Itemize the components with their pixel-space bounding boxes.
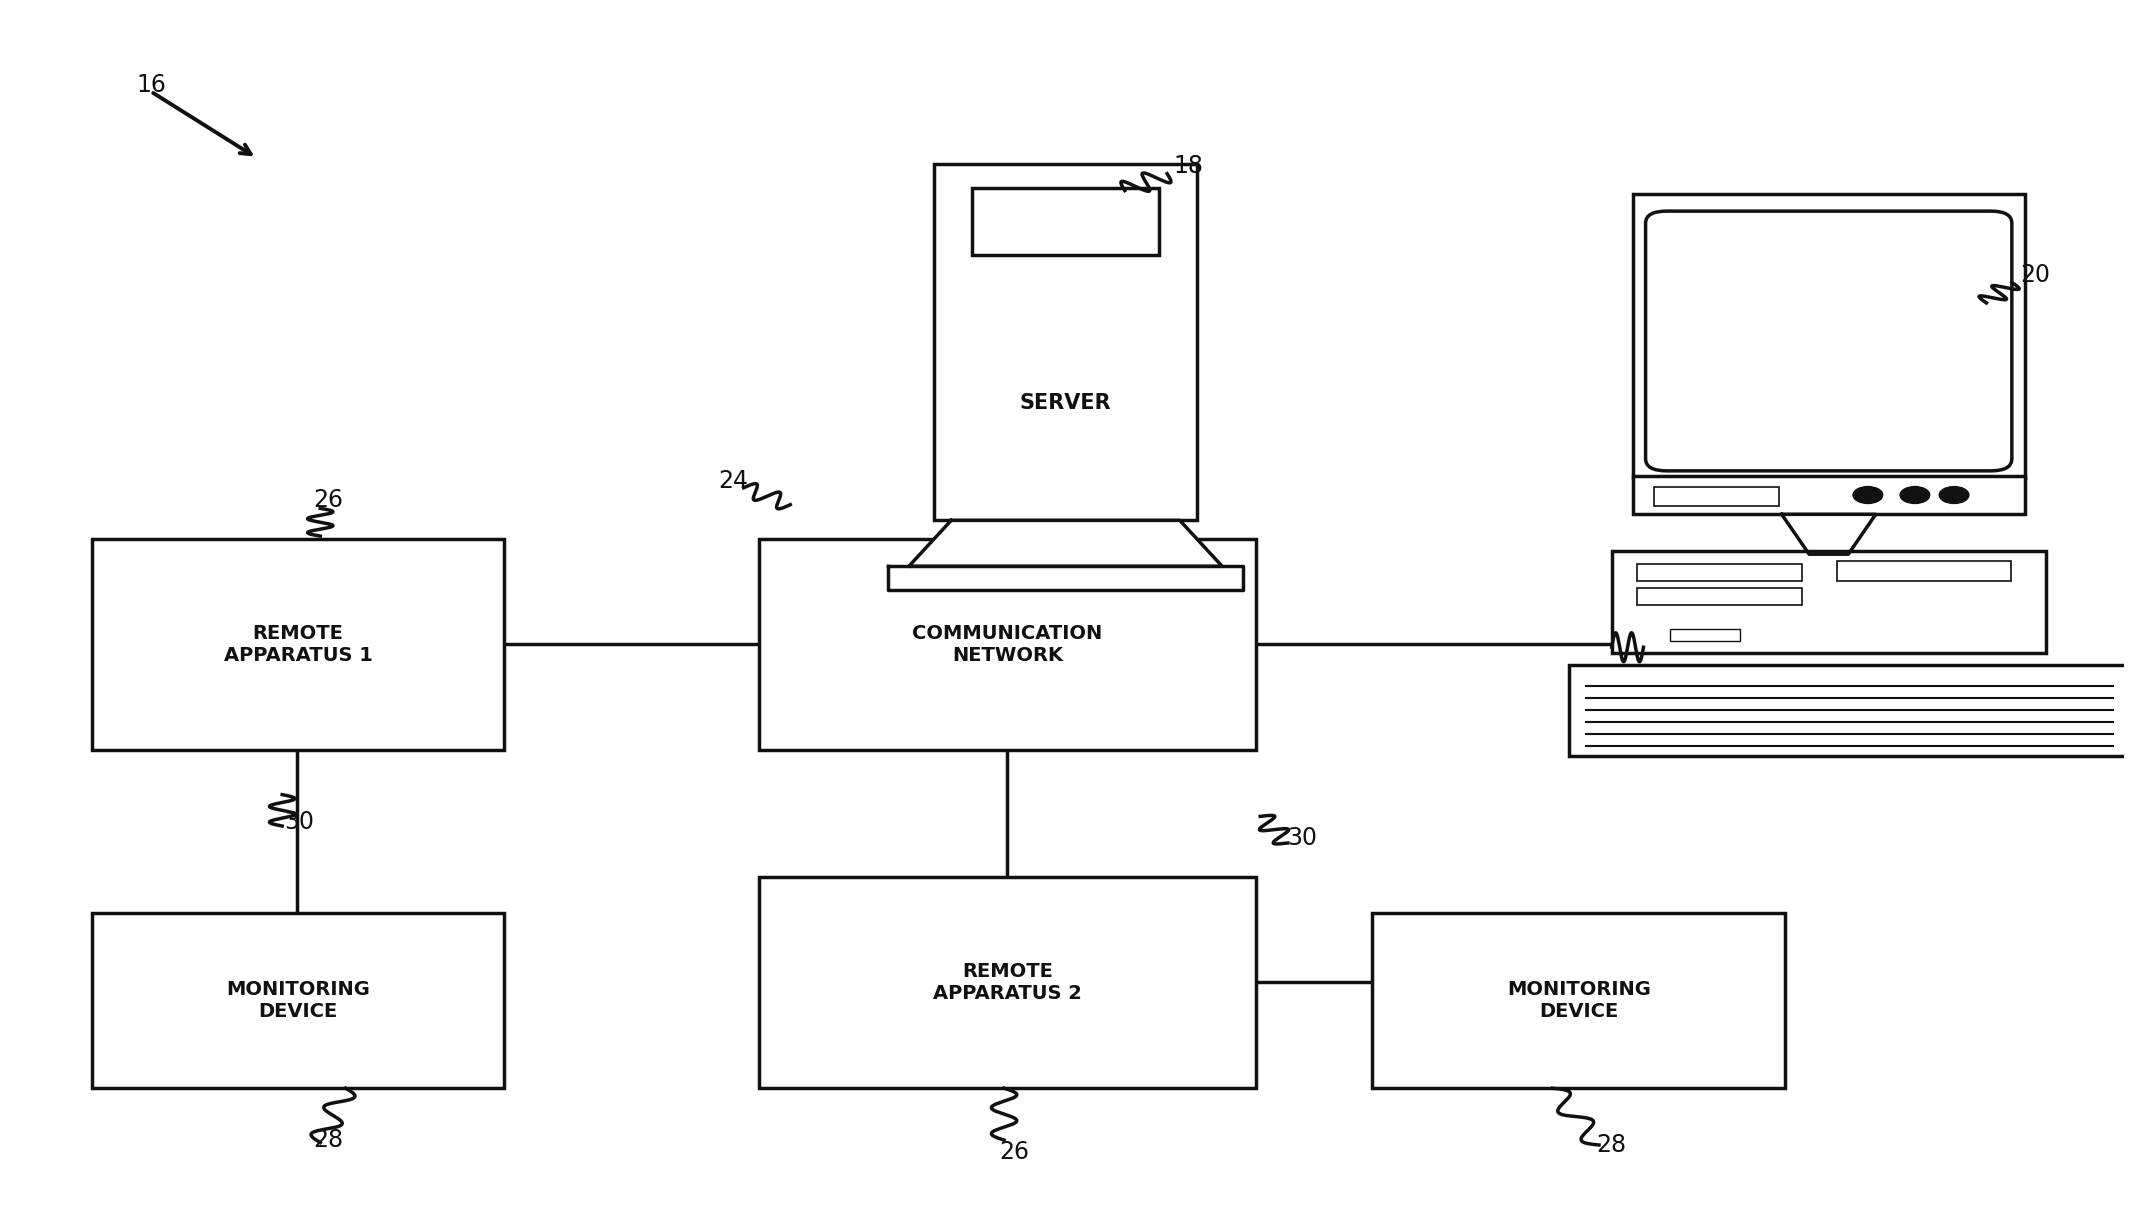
Text: 30: 30 [283,810,313,835]
FancyBboxPatch shape [759,876,1255,1089]
FancyBboxPatch shape [1637,588,1803,605]
Polygon shape [889,566,1242,590]
FancyBboxPatch shape [933,164,1198,521]
FancyBboxPatch shape [759,539,1255,750]
Polygon shape [1782,514,1875,555]
FancyBboxPatch shape [1637,563,1803,580]
Text: 16: 16 [136,73,166,98]
FancyBboxPatch shape [1671,629,1739,642]
Text: REMOTE
APPARATUS 2: REMOTE APPARATUS 2 [933,962,1083,1003]
Circle shape [1939,486,1969,503]
FancyBboxPatch shape [1632,475,2024,514]
Text: 26: 26 [313,488,343,512]
FancyBboxPatch shape [1568,665,2131,756]
Text: 28: 28 [1596,1133,1626,1157]
FancyBboxPatch shape [1654,486,1779,506]
FancyBboxPatch shape [972,188,1159,254]
FancyBboxPatch shape [1632,194,2024,478]
Text: 20: 20 [2020,263,2050,287]
FancyBboxPatch shape [1837,561,2012,580]
Text: MONITORING
DEVICE: MONITORING DEVICE [1507,980,1652,1022]
Text: 26: 26 [999,1140,1029,1165]
FancyBboxPatch shape [1611,551,2046,654]
Circle shape [1901,486,1931,503]
FancyBboxPatch shape [1645,211,2012,470]
Text: 24: 24 [718,468,748,492]
Circle shape [1854,486,1882,503]
Text: REMOTE
APPARATUS 1: REMOTE APPARATUS 1 [224,623,373,665]
FancyBboxPatch shape [92,913,505,1089]
FancyBboxPatch shape [92,539,505,750]
Text: 28: 28 [313,1128,343,1152]
Text: 18: 18 [1174,154,1204,178]
Text: MONITORING
DEVICE: MONITORING DEVICE [226,980,371,1022]
Text: SERVER: SERVER [1021,392,1110,413]
Text: 30: 30 [1287,826,1317,851]
FancyBboxPatch shape [1372,913,1786,1089]
Polygon shape [908,521,1223,566]
Text: COMMUNICATION
NETWORK: COMMUNICATION NETWORK [912,623,1102,665]
